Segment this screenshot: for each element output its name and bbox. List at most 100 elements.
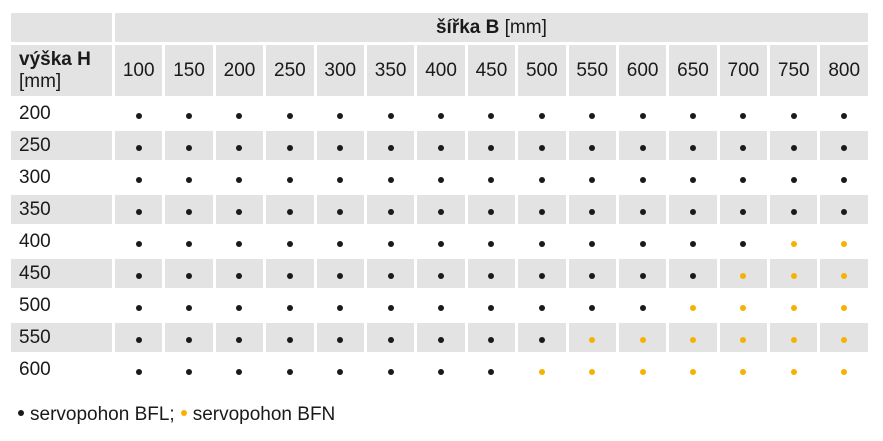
dot — [236, 144, 243, 151]
cell — [719, 323, 768, 352]
dot — [790, 144, 797, 151]
cell — [618, 195, 667, 224]
dot — [538, 304, 545, 311]
cell — [367, 291, 414, 320]
cell — [316, 259, 364, 288]
cell — [367, 163, 414, 192]
cell — [468, 227, 515, 256]
width-label: 500 — [518, 45, 566, 96]
cell — [770, 355, 817, 384]
width-label: 400 — [417, 45, 465, 96]
cell — [467, 259, 516, 288]
cell — [266, 323, 314, 352]
cell — [367, 99, 414, 128]
dot — [538, 176, 545, 183]
dot — [488, 176, 495, 183]
dot — [841, 240, 848, 247]
dot — [387, 304, 394, 311]
dot — [286, 368, 293, 375]
dot — [387, 112, 394, 119]
width-label: 700 — [719, 45, 768, 96]
dot — [689, 304, 696, 311]
dot — [488, 208, 495, 215]
dot — [488, 240, 495, 247]
cell — [115, 291, 162, 320]
cell — [165, 99, 212, 128]
dot — [236, 176, 243, 183]
width-title: šířka B — [435, 16, 500, 38]
width-unit: [mm] — [504, 16, 547, 38]
cell — [770, 195, 818, 224]
dot — [639, 304, 646, 311]
dot — [841, 208, 848, 215]
dot — [186, 144, 193, 151]
width-label: 450 — [467, 45, 516, 96]
corner-cell — [11, 13, 112, 42]
dot — [790, 176, 797, 183]
dot — [790, 304, 797, 311]
dot — [589, 176, 596, 183]
dot — [589, 144, 596, 151]
dot — [488, 304, 495, 311]
dot — [538, 144, 545, 151]
dot — [589, 112, 596, 119]
cell — [115, 99, 162, 128]
dot — [236, 272, 243, 279]
cell — [618, 259, 667, 288]
dot — [790, 272, 797, 279]
dot — [387, 144, 394, 151]
dot — [286, 208, 293, 215]
dot — [135, 112, 142, 119]
dot — [135, 336, 142, 343]
dot — [689, 176, 696, 183]
dot — [841, 336, 848, 343]
cell — [417, 355, 464, 384]
dot — [488, 144, 495, 151]
dot — [841, 272, 848, 279]
dot — [387, 176, 394, 183]
cell — [770, 131, 818, 160]
cell — [216, 227, 263, 256]
dot — [286, 112, 293, 119]
cell — [467, 323, 516, 352]
cell — [669, 99, 716, 128]
dot — [337, 112, 344, 119]
data-row: 450 — [11, 259, 868, 288]
cell — [720, 291, 767, 320]
cell — [216, 99, 263, 128]
dot — [337, 208, 344, 215]
data-row: 400 — [11, 227, 868, 256]
legend-dot — [18, 409, 24, 416]
width-label: 100 — [115, 45, 163, 96]
cell — [115, 259, 163, 288]
height-label: 600 — [19, 358, 51, 380]
dot — [689, 272, 696, 279]
cell — [719, 259, 768, 288]
legend-item: servopohon BFN — [180, 404, 335, 425]
cell — [266, 291, 313, 320]
dot — [236, 336, 243, 343]
dot — [639, 336, 646, 343]
cell — [669, 227, 716, 256]
cell — [669, 259, 717, 288]
dot — [689, 240, 696, 247]
cell — [568, 259, 616, 288]
height-label: 500 — [19, 294, 51, 316]
cell — [669, 163, 716, 192]
cell — [569, 99, 616, 128]
dot — [387, 368, 394, 375]
cell — [568, 195, 616, 224]
dot — [236, 368, 243, 375]
cell — [317, 99, 364, 128]
cell — [820, 163, 867, 192]
cell — [618, 323, 667, 352]
width-label: 300 — [316, 45, 364, 96]
dot — [438, 144, 445, 151]
cell — [216, 355, 263, 384]
cell — [417, 131, 465, 160]
cell — [770, 163, 817, 192]
dot — [186, 304, 193, 311]
width-label: 350 — [366, 45, 415, 96]
cell — [518, 259, 566, 288]
cell — [266, 99, 313, 128]
